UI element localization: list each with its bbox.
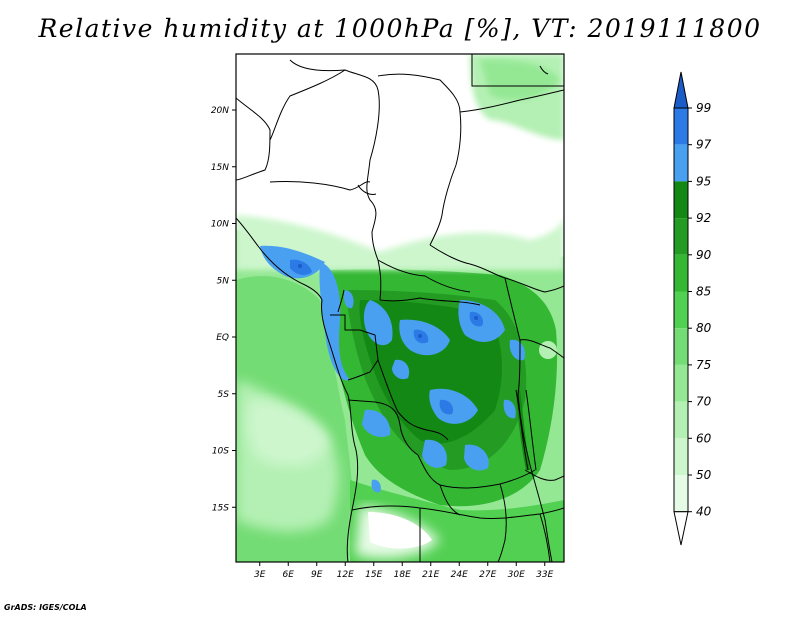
lon-tick-label: 24E (451, 570, 468, 580)
map-frame (235, 53, 565, 563)
lat-tick-label: 10N (211, 220, 229, 230)
lat-tick-label: EQ (216, 333, 229, 343)
lat-tick-label: 5S (218, 390, 230, 400)
lat-tick-label: 10S (212, 447, 229, 457)
lon-tick-label: 18E (394, 570, 411, 580)
colorbar-label: 75 (696, 358, 711, 372)
colorbar-segment (674, 438, 688, 475)
colorbar-label: 70 (696, 395, 712, 409)
colorbar-label: 97 (696, 138, 712, 152)
colorbar-segment (674, 254, 688, 292)
colorbar-label: 85 (696, 285, 711, 299)
chart-title: Relative humidity at 1000hPa [%], VT: 20… (38, 14, 762, 43)
colorbar-label: 60 (696, 431, 712, 445)
lon-tick-label: 33E (536, 570, 553, 580)
longitude-axis: 3E 6E 9E 12E 15E 18E 21E 24E 27E 30E 33E (254, 562, 554, 580)
colorbar-segment (674, 181, 688, 219)
colorbar-segment (674, 218, 688, 255)
colorbar-label: 92 (696, 211, 711, 225)
lon-tick-label: 15E (365, 570, 382, 580)
colorbar-segment (674, 108, 688, 145)
humidity-field (236, 54, 564, 562)
lon-tick-label: 30E (508, 570, 525, 580)
lon-tick-label: 3E (254, 570, 266, 580)
colorbar-segment (674, 401, 688, 439)
lat-tick-label: 15S (212, 503, 229, 513)
colorbar-label: 50 (696, 468, 712, 482)
colorbar-label: 80 (696, 321, 712, 335)
lon-tick-label: 6E (283, 570, 295, 580)
colorbar-segment (674, 144, 688, 182)
lon-tick-label: 27E (479, 570, 496, 580)
colorbar-bottom-arrow (673, 511, 689, 546)
lon-tick-label: 21E (422, 570, 439, 580)
colorbar-label: 99 (696, 101, 711, 115)
latitude-axis: 20N 15N 10N 5N EQ 5S 10S 15S (211, 106, 236, 513)
lat-tick-label: 5N (217, 276, 230, 286)
colorbar-top-arrow (673, 71, 689, 109)
colorbar-segment (674, 328, 688, 365)
colorbar-segment (674, 475, 688, 512)
lat-tick-label: 15N (211, 163, 229, 173)
colorbar-legend: 99 97 95 92 90 85 80 75 70 60 50 40 (673, 71, 712, 546)
lon-tick-label: 9E (311, 570, 323, 580)
lon-tick-label: 12E (337, 570, 354, 580)
colorbar-label: 90 (696, 248, 712, 262)
colorbar-label: 95 (696, 174, 711, 188)
colorbar-segment (674, 291, 688, 329)
colorbar-label: 40 (696, 505, 712, 519)
colorbar-segment (674, 364, 688, 402)
lat-tick-label: 20N (211, 106, 229, 116)
credit-text: GrADS: IGES/COLA (4, 603, 87, 612)
